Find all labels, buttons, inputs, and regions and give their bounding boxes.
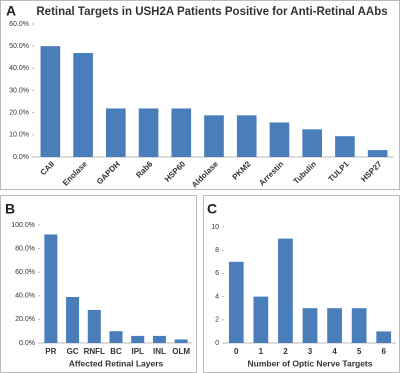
x-tick-label: Tubulin bbox=[292, 159, 318, 185]
y-tick-label: 40.0% bbox=[15, 293, 35, 300]
bar bbox=[376, 331, 392, 343]
y-tick-label: 40.0% bbox=[9, 65, 29, 72]
bar bbox=[327, 308, 342, 343]
bar bbox=[171, 108, 192, 157]
bar bbox=[236, 115, 257, 157]
x-tick-label: 0 bbox=[234, 347, 239, 356]
panel-label: C bbox=[207, 201, 217, 217]
chart-title: Retinal Targets in USH2A Patients Positi… bbox=[36, 6, 387, 18]
y-tick-label: 8 bbox=[215, 247, 219, 254]
y-tick-label: 50.0% bbox=[9, 43, 29, 50]
bar bbox=[302, 129, 322, 157]
bar bbox=[40, 46, 61, 157]
y-tick-label: 20.0% bbox=[9, 110, 29, 117]
y-tick-label: 10 bbox=[211, 224, 219, 231]
y-tick-label: 0.0% bbox=[13, 154, 29, 161]
x-tick-label: Arrestin bbox=[257, 159, 285, 187]
y-tick-label: 0.0% bbox=[19, 340, 35, 347]
y-tick-label: 20.0% bbox=[15, 316, 35, 323]
x-axis-title: Affected Retinal Layers bbox=[69, 358, 164, 368]
x-tick-label: IPL bbox=[131, 347, 144, 356]
panel-label: A bbox=[6, 3, 16, 19]
y-tick-label: 6 bbox=[215, 270, 219, 277]
bar bbox=[131, 335, 145, 343]
bar bbox=[302, 308, 318, 343]
x-tick-label: INL bbox=[153, 347, 166, 356]
bar bbox=[87, 309, 101, 343]
x-tick-label: BC bbox=[110, 347, 122, 356]
y-tick-label: 80.0% bbox=[15, 245, 35, 252]
y-tick-label: 30.0% bbox=[9, 87, 29, 94]
panel-frame bbox=[0, 0, 400, 190]
x-tick-label: HSP60 bbox=[163, 159, 188, 184]
y-tick-label: 2 bbox=[215, 317, 219, 324]
x-axis-title: Number of Optic Nerve Targets bbox=[247, 358, 372, 368]
bar bbox=[152, 335, 166, 343]
bar bbox=[278, 238, 293, 343]
x-tick-label: PKM2 bbox=[231, 159, 253, 181]
x-tick-label: 1 bbox=[259, 347, 264, 356]
x-tick-label: Aldolase bbox=[190, 159, 220, 189]
y-tick-label: 60.0% bbox=[9, 21, 29, 28]
bar bbox=[253, 296, 269, 343]
bar bbox=[351, 308, 367, 343]
y-tick-label: 0 bbox=[215, 340, 219, 347]
x-tick-label: 2 bbox=[283, 347, 288, 356]
x-tick-label: Rab6 bbox=[134, 159, 155, 180]
bar bbox=[66, 296, 80, 343]
bar bbox=[204, 115, 224, 157]
x-tick-label: TULP1 bbox=[327, 159, 352, 184]
bar bbox=[44, 234, 58, 343]
bar bbox=[106, 108, 126, 157]
x-tick-label: GC bbox=[67, 347, 79, 356]
x-tick-label: Enolase bbox=[61, 159, 89, 187]
x-tick-label: 4 bbox=[332, 347, 337, 356]
bar bbox=[138, 108, 159, 157]
bar bbox=[367, 150, 388, 157]
x-tick-label: 3 bbox=[308, 347, 313, 356]
bar bbox=[109, 331, 123, 343]
y-tick-label: 4 bbox=[215, 293, 219, 300]
x-tick-label: OLM bbox=[172, 347, 190, 356]
x-tick-label: RNFL bbox=[84, 347, 105, 356]
y-tick-label: 10.0% bbox=[9, 132, 29, 139]
panel-label: B bbox=[5, 201, 15, 217]
y-tick-label: 60.0% bbox=[15, 269, 35, 276]
bar bbox=[228, 261, 244, 343]
x-tick-label: HSP27 bbox=[359, 159, 384, 184]
y-tick-label: 100.0% bbox=[11, 222, 35, 229]
x-tick-label: CAII bbox=[39, 160, 57, 178]
bar bbox=[269, 122, 290, 157]
bar bbox=[73, 53, 93, 158]
x-tick-label: 6 bbox=[381, 347, 386, 356]
x-tick-label: GAPDH bbox=[95, 159, 122, 186]
bar bbox=[174, 339, 188, 343]
x-tick-label: PR bbox=[45, 347, 56, 356]
bar bbox=[335, 136, 355, 157]
x-tick-label: 5 bbox=[357, 347, 362, 356]
